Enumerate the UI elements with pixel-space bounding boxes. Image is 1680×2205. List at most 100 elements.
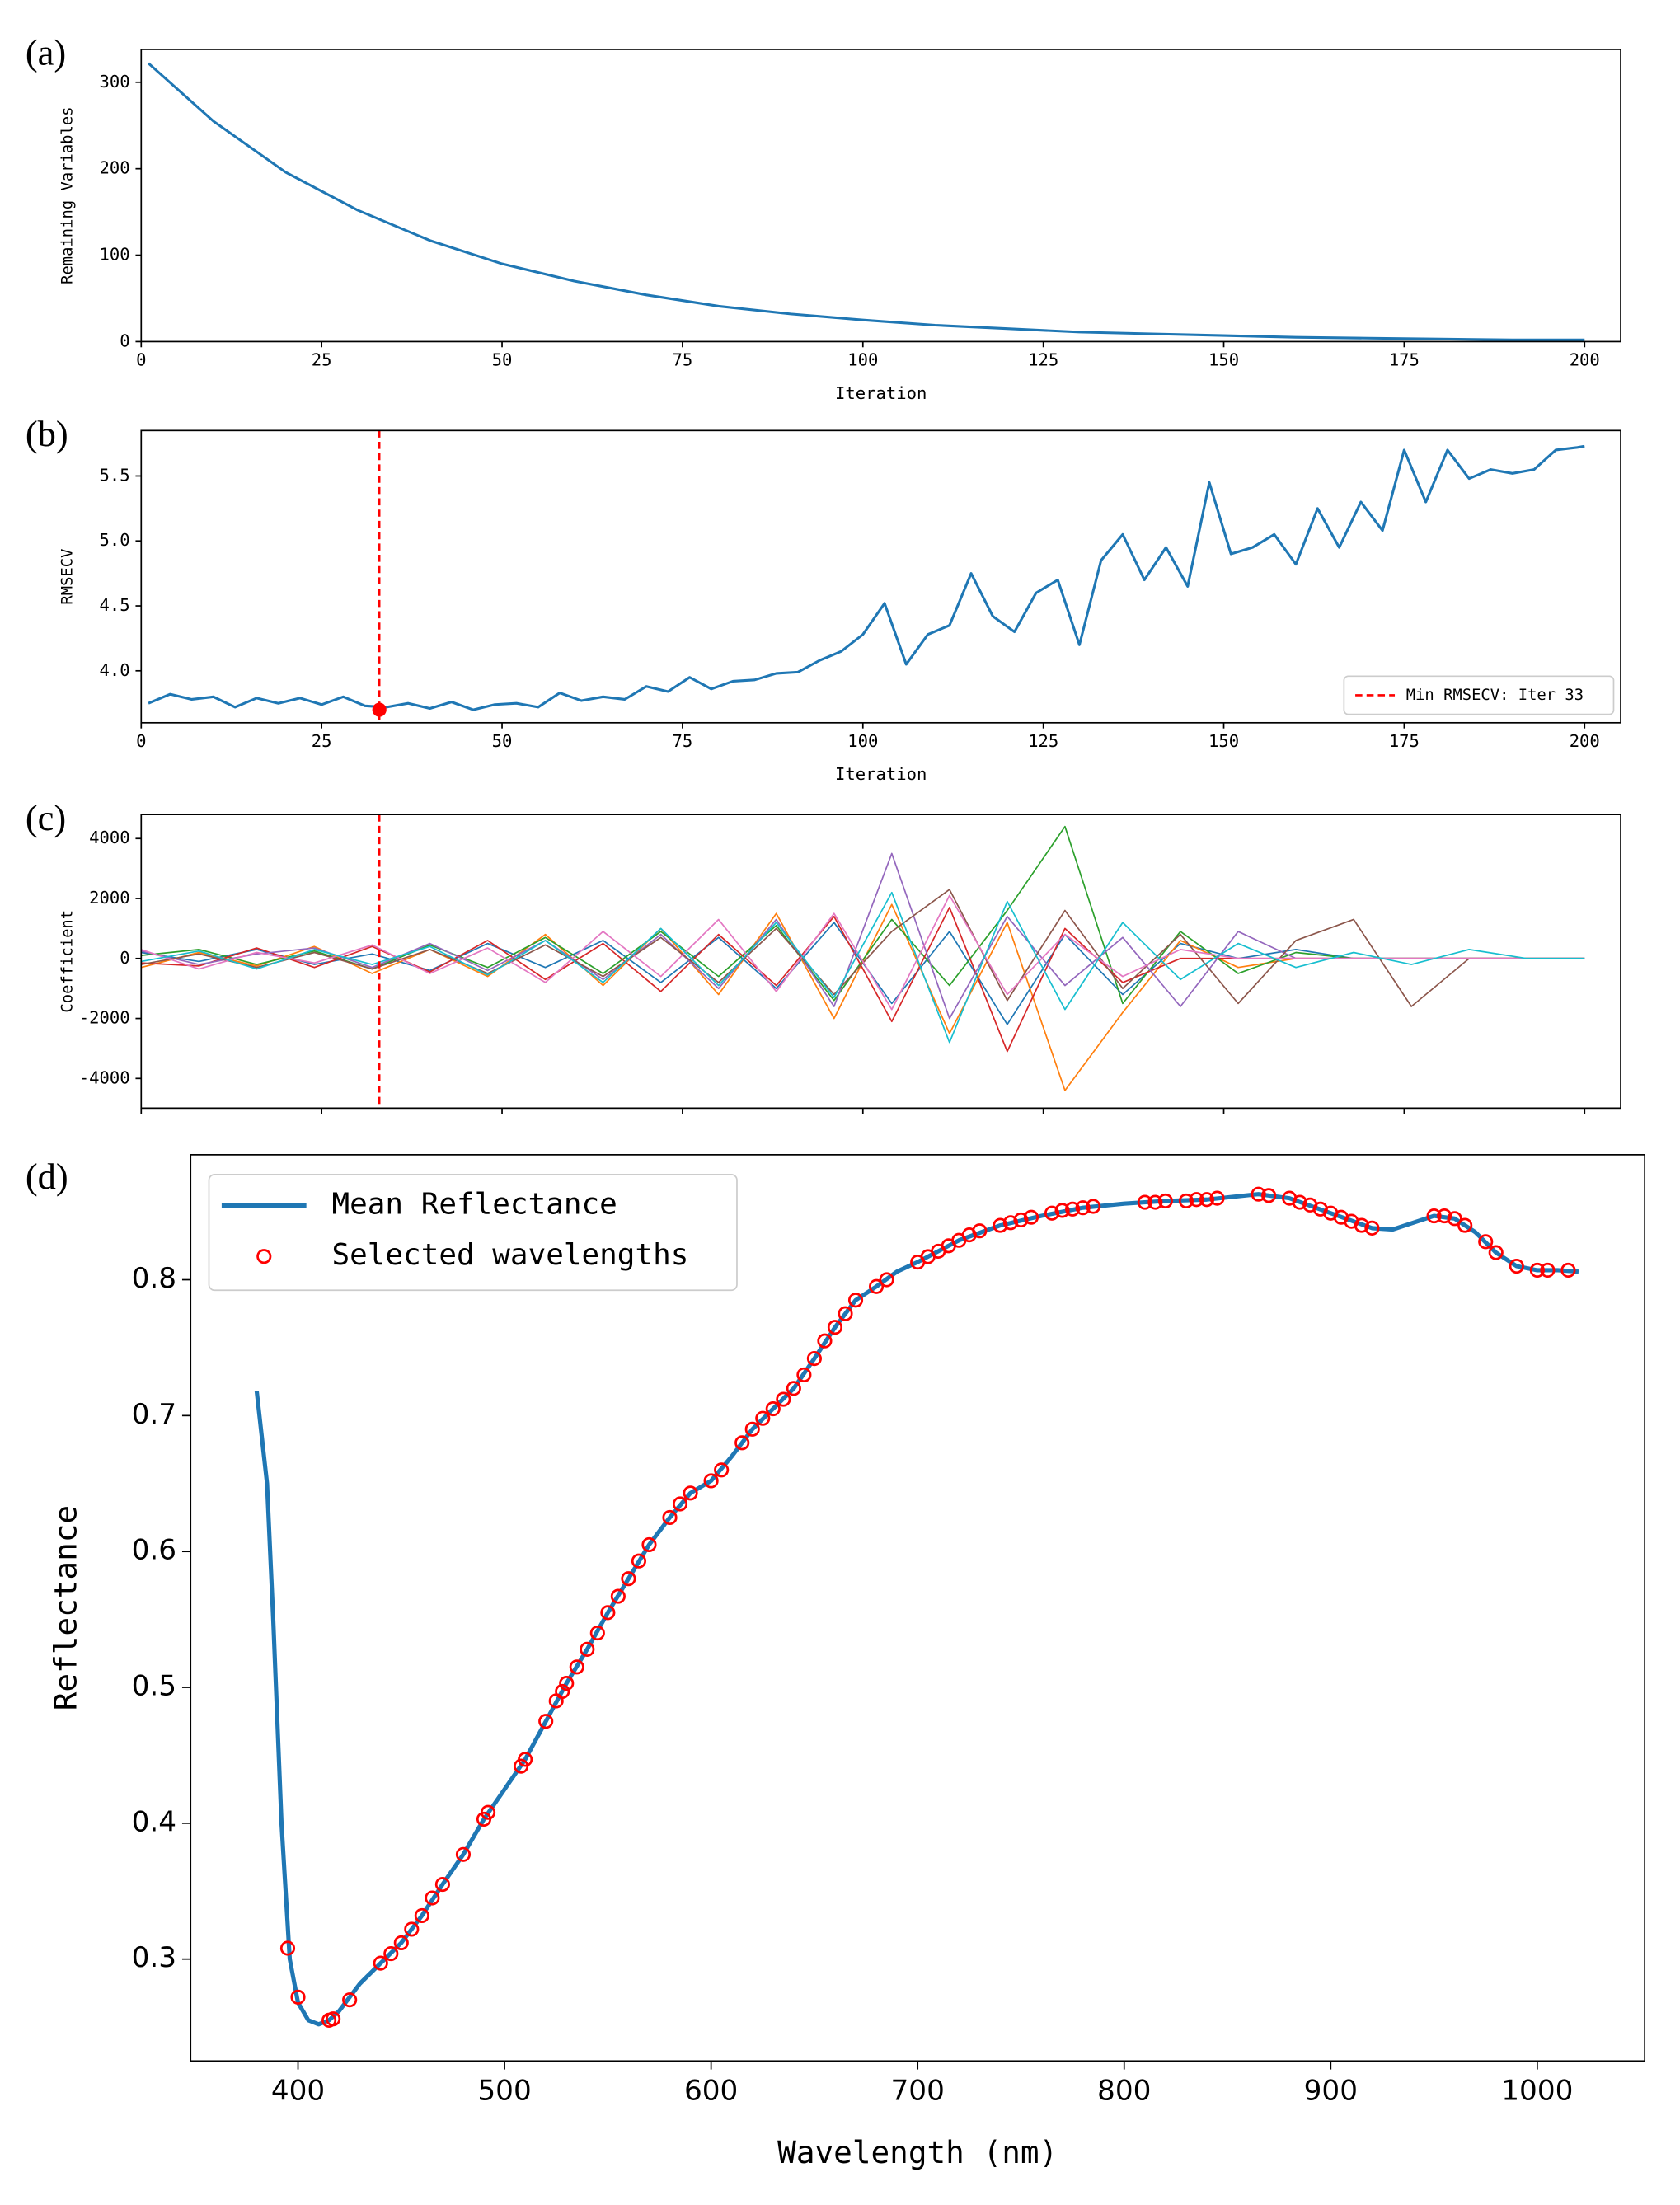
selected-point	[714, 1462, 730, 1478]
selected-point	[1261, 1188, 1277, 1203]
x-tick-label: 50	[492, 731, 513, 751]
plot-frame	[140, 49, 1621, 343]
selected-point	[1199, 1192, 1215, 1208]
selected-point	[993, 1217, 1008, 1233]
x-tick-label: 75	[673, 731, 693, 751]
selected-point	[1364, 1220, 1380, 1236]
selected-point	[600, 1605, 616, 1621]
selected-point	[383, 1946, 399, 1962]
selected-point	[879, 1272, 894, 1288]
selected-point	[480, 1804, 496, 1820]
selected-point	[518, 1752, 533, 1767]
x-tick-label: 175	[1389, 731, 1420, 751]
data-line	[141, 825, 1585, 1005]
selected-point	[425, 1890, 440, 1906]
selected-point	[1065, 1201, 1081, 1217]
selected-point	[1157, 1193, 1173, 1208]
selected-point	[755, 1410, 771, 1426]
x-tick-label: 100	[847, 731, 878, 751]
selected-point	[1560, 1262, 1576, 1278]
legend-label: Min RMSECV: Iter 33	[1406, 687, 1584, 704]
x-tick-label: 75	[673, 350, 693, 370]
panel-label: (a)	[26, 32, 66, 73]
selected-point	[555, 1683, 570, 1700]
selected-point	[1540, 1262, 1556, 1278]
selected-point	[972, 1223, 988, 1239]
selected-point	[404, 1921, 420, 1937]
selected-point	[290, 1989, 306, 2005]
selected-point	[734, 1435, 750, 1451]
x-tick-label: 700	[891, 2074, 945, 2107]
selected-point	[1251, 1186, 1266, 1202]
selected-point	[641, 1536, 657, 1553]
selected-point	[1147, 1194, 1163, 1210]
x-tick-label: 500	[477, 2074, 531, 2107]
y-tick-label: -4000	[79, 1067, 130, 1087]
data-line	[141, 903, 1585, 1091]
x-tick-label: 200	[1570, 731, 1600, 751]
panel-label: (d)	[26, 1156, 68, 1197]
selected-point	[1354, 1217, 1369, 1233]
y-tick-label: 0.5	[132, 1670, 176, 1703]
selected-point	[569, 1659, 584, 1675]
legend-label: Selected wavelengths	[331, 1238, 688, 1272]
selected-point	[631, 1553, 647, 1569]
y-tick-label: 0	[120, 331, 129, 350]
selected-point	[373, 1955, 388, 1971]
selected-point	[393, 1935, 409, 1950]
selected-point	[838, 1306, 853, 1321]
selected-point	[1189, 1192, 1204, 1208]
selected-point	[1457, 1217, 1473, 1233]
x-tick-label: 800	[1097, 2074, 1151, 2107]
y-tick-label: 4.5	[99, 595, 129, 615]
selected-point	[1447, 1211, 1462, 1227]
panel-label: (b)	[26, 413, 68, 454]
y-tick-label: 0.7	[132, 1398, 176, 1431]
y-tick-label: 0.8	[132, 1262, 176, 1295]
y-tick-label: 0	[120, 948, 129, 968]
x-tick-label: 0	[136, 731, 146, 751]
y-axis-label: RMSECV	[59, 549, 77, 605]
data-line	[141, 922, 1585, 1025]
selected-point	[827, 1320, 843, 1335]
y-tick-label: 4.0	[99, 660, 129, 680]
x-tick-label: 50	[492, 350, 513, 370]
selected-point	[1023, 1209, 1039, 1225]
y-axis-label: Coefficient	[59, 910, 77, 1013]
selected-point	[1002, 1215, 1019, 1231]
selected-point	[621, 1571, 636, 1587]
selected-point	[1209, 1190, 1225, 1206]
selected-point	[847, 1293, 864, 1308]
selected-point	[1426, 1208, 1442, 1224]
selected-point	[796, 1367, 812, 1382]
selected-point	[806, 1351, 822, 1367]
x-tick-label: 200	[1570, 350, 1600, 370]
x-tick-label: 175	[1389, 350, 1420, 370]
y-axis-label: Reflectance	[48, 1505, 84, 1710]
x-tick-label: 100	[847, 350, 878, 370]
x-tick-label: 125	[1028, 350, 1058, 370]
selected-point	[1054, 1203, 1070, 1218]
selected-point	[1044, 1205, 1060, 1221]
y-tick-label: 0.4	[132, 1805, 176, 1838]
selected-point	[326, 2011, 341, 2027]
selected-point	[683, 1485, 698, 1501]
y-axis-label: Remaining Variables	[59, 107, 77, 284]
selected-point	[1292, 1194, 1307, 1210]
data-line	[141, 852, 1585, 1020]
x-tick-label: 25	[312, 350, 332, 370]
x-tick-label: 0	[136, 350, 146, 370]
y-tick-label: 5.0	[99, 530, 129, 550]
x-axis-label: Wavelength (nm)	[777, 2134, 1058, 2170]
selected-point	[662, 1509, 678, 1526]
selected-point	[1178, 1193, 1194, 1208]
data-line	[141, 894, 1585, 1011]
panel-label: (c)	[26, 797, 66, 838]
data-line	[254, 1192, 1579, 2027]
selected-point	[1086, 1199, 1101, 1214]
selected-point	[869, 1278, 885, 1294]
x-tick-label: 150	[1208, 350, 1239, 370]
y-tick-label: -2000	[79, 1008, 130, 1028]
